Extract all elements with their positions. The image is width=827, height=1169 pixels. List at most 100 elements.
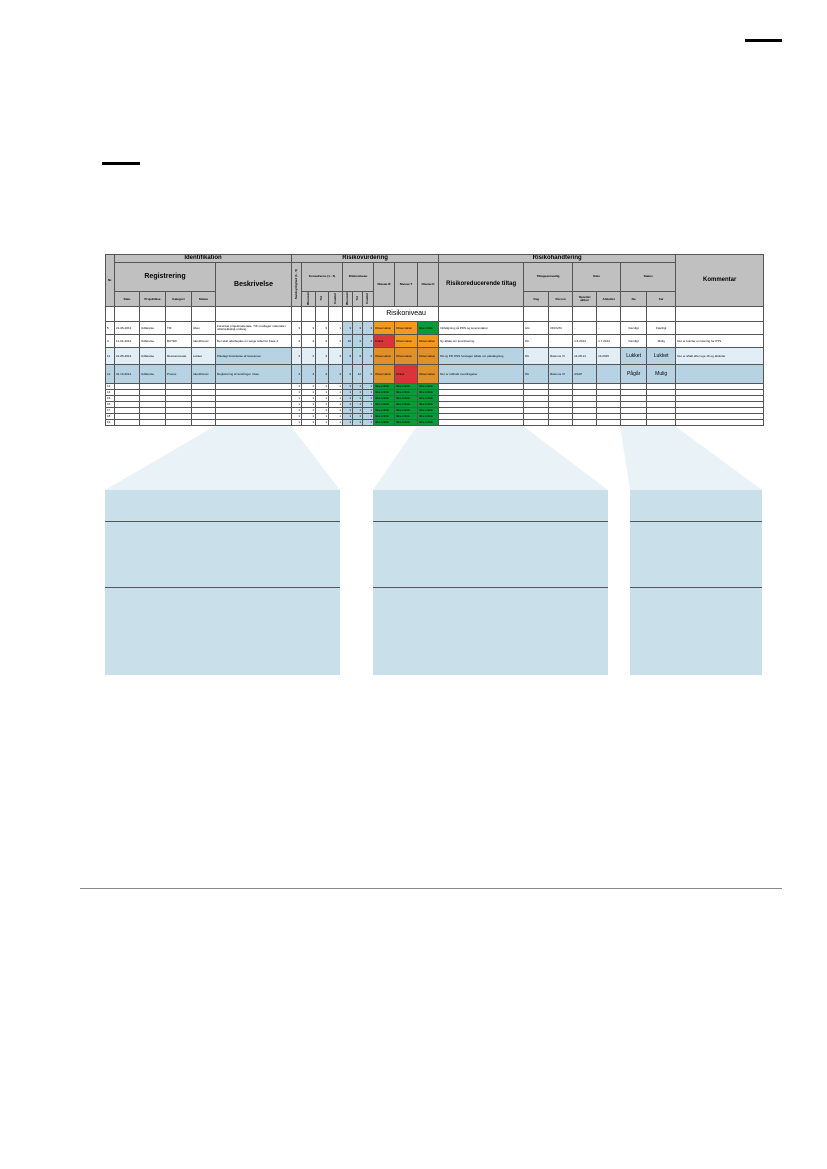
row-level: Kritisk <box>394 364 419 385</box>
row-status-for: Mulig <box>646 334 677 349</box>
row-level: Observation <box>373 321 396 336</box>
row-level: Observation <box>373 347 396 366</box>
table-row[interactable]: 5 21-06-2013 Udførelse TIK Åben Forsinket pro… <box>105 321 765 336</box>
row-consequence: 4 <box>328 334 344 349</box>
row-status: Lukket <box>191 347 216 366</box>
date-header: Dato <box>572 262 622 292</box>
row-d2: 13.2015 <box>596 347 622 366</box>
row-probability: 3 <box>291 321 303 336</box>
row-nr: 9 <box>105 334 115 349</box>
table-row[interactable]: 9 11-04-2014 Udførelse BUTEK Identificeret De… <box>105 334 765 349</box>
callout-box-2 <box>373 490 608 675</box>
row-mitigation: Der er indbudt overdragelse <box>438 364 525 385</box>
callout-wedge-identification <box>105 426 340 490</box>
blank-cell <box>596 306 622 323</box>
status-header: Status <box>620 262 677 292</box>
row-nr: 11 <box>105 347 115 366</box>
risk-col-label: Kvalitet <box>365 293 370 304</box>
row-date: 21-05-2014 <box>114 347 140 366</box>
row-description: Planlagt forsinkelse af leverancer <box>214 347 293 366</box>
level-header-1: Niveau T <box>394 261 419 308</box>
row-phase: Udførelse <box>139 364 166 385</box>
row-fag: PA <box>523 334 550 349</box>
blank-cell <box>139 419 166 427</box>
reg-col-header: Status <box>191 290 216 308</box>
row-comment: Der er aftalt efter uge 16 og afsluttet <box>675 347 765 366</box>
responsible-header: Tiltagsansvarlig <box>523 262 574 292</box>
blank-cell <box>620 419 648 427</box>
risk-level-header: Risikoniveau <box>342 262 375 292</box>
blank-cell <box>114 306 140 323</box>
blank-cell <box>572 419 598 427</box>
row-fag: HG <box>523 321 550 336</box>
row-level: Observation <box>417 364 440 385</box>
row-fag: PA <box>523 364 550 385</box>
blank-cell <box>646 306 677 323</box>
blank-cell <box>315 306 330 323</box>
date-col-header: Afsluttet <box>596 290 622 308</box>
callout-wedge-status <box>620 426 762 490</box>
level-header-0: Niveau Ø <box>373 261 396 308</box>
header-rule <box>745 39 782 42</box>
row-level: Ikke kritisk <box>417 321 440 336</box>
table-row[interactable]: 11 21-05-2014 Udførelse Ressourcesæt Lukket P… <box>105 347 765 366</box>
row-d2: .. <box>596 321 622 336</box>
blank-cell <box>301 306 317 323</box>
row-date: 01.10-2014 <box>114 364 140 385</box>
row-cat: TIK <box>165 321 192 336</box>
blank-cell <box>191 306 216 323</box>
probability-header: Sandsynlighed (1 - 5) <box>293 268 298 300</box>
table-row[interactable]: 19 1 1 1 1 1 1 1 Ikke kritisk Ikke kritisk Ikke kr… <box>105 419 765 427</box>
row-consequence: 3 <box>328 364 344 385</box>
row-probability: 4 <box>291 334 303 349</box>
risk-col-label: Tid <box>354 296 359 301</box>
nr-header: Nr. <box>105 253 115 308</box>
row-phase: Udførelse <box>139 321 166 336</box>
row-description: Registrering af ændringer i fase <box>214 364 293 385</box>
row-risk: 9 <box>362 364 375 385</box>
level-header-2: Niveau K <box>417 261 440 308</box>
consequence-col-header: Tid <box>315 290 330 308</box>
callout-box-1 <box>105 490 340 675</box>
row-level: Observation <box>417 334 440 349</box>
responsible-col-header: Fag <box>523 290 550 308</box>
row-level: Observation <box>394 334 419 349</box>
consequence-col-header: Økonomi <box>301 290 317 308</box>
responsible-col-header: Person <box>548 290 574 308</box>
mitigation-header: Risikoreducerende tiltag <box>438 261 525 308</box>
table-row[interactable]: 12 01.10-2014 Udførelse Proces Identificeret… <box>105 364 765 385</box>
blank-cell <box>165 419 192 427</box>
risk-col-header: Kvalitet <box>362 290 375 308</box>
date-col-header: Oprettet aktion <box>572 290 598 308</box>
row-one: 1 <box>291 419 303 427</box>
row-consequence: 4 <box>301 334 317 349</box>
status-col-header: Før <box>646 290 677 308</box>
blank-cell <box>523 419 550 427</box>
row-consequence: 4 <box>315 334 330 349</box>
blank-cell <box>214 419 293 427</box>
blank-cell <box>675 419 765 427</box>
row-risk: 4 <box>352 334 364 349</box>
row-mitigation: PA og PD ONS foretager aftale om planlæg… <box>438 347 525 366</box>
row-status-for: Lukket <box>646 347 677 366</box>
row-risk: 3 <box>362 321 375 336</box>
row-one: 1 <box>301 419 317 427</box>
row-status-nu: Færdigt <box>620 321 648 336</box>
row-one: 1 <box>342 419 354 427</box>
callout-wedge-assessment <box>373 426 608 490</box>
blank-cell <box>675 306 765 323</box>
row-risk: 12 <box>352 364 364 385</box>
blank-cell <box>362 306 375 323</box>
row-consequence: 1 <box>328 321 344 336</box>
row-probability: 3 <box>291 347 303 366</box>
row-risk: 9 <box>342 364 354 385</box>
row-cat: Ressourcesæt <box>165 347 192 366</box>
row-consequence: 3 <box>301 347 317 366</box>
blank-cell <box>291 306 303 323</box>
row-risk: 3 <box>352 321 364 336</box>
risk-col-header: Økonomi <box>342 290 354 308</box>
row-risk: 9 <box>352 347 364 366</box>
row-d2: 1.7.2014 <box>596 334 622 349</box>
row-comment <box>675 321 765 336</box>
handling-header: Risikohåndtering <box>438 254 677 263</box>
